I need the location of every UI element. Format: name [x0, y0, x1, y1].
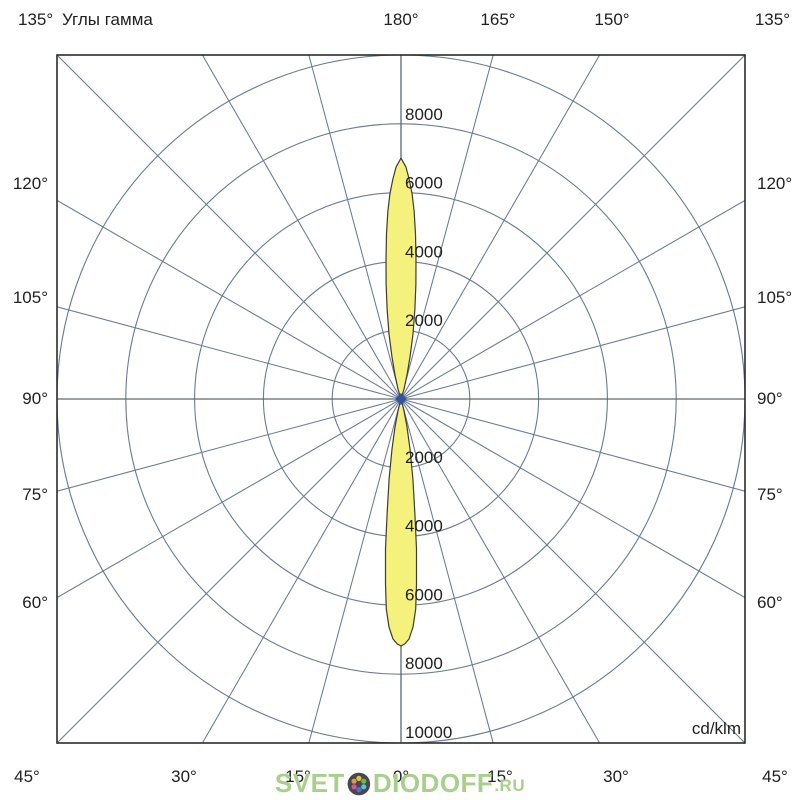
ring-label-down-10000: 10000: [405, 723, 452, 742]
gamma-label-bottom-0: 45°: [14, 767, 40, 786]
ring-label-down-8000: 8000: [405, 654, 443, 673]
ring-label-up-8000: 8000: [405, 105, 443, 124]
grid-ray-60: [400, 199, 745, 400]
led-cluster-logo-icon: [347, 772, 371, 795]
watermark-text-pre: SVET: [274, 768, 345, 798]
unit-label: cd/klm: [692, 719, 741, 738]
gamma-label-top-2: 180°: [383, 10, 418, 29]
ring-label-down-4000: 4000: [405, 517, 443, 536]
gamma-label-bottom-5: 30°: [603, 767, 629, 786]
gamma-label-bottom-3: 0°: [393, 767, 409, 786]
grid-ray-330: [201, 55, 402, 400]
grid-ray-15: [400, 55, 494, 400]
chart-title: Углы гамма: [62, 10, 153, 29]
gamma-label-top-5: 135°: [755, 10, 790, 29]
grid-ray-150: [400, 398, 601, 743]
gamma-label-top-0: 135°: [18, 10, 53, 29]
gamma-label-top-3: 165°: [480, 10, 515, 29]
grid-ray-195: [308, 398, 402, 743]
logo-dot-0: [356, 775, 362, 781]
ring-label-down-2000: 2000: [405, 448, 443, 467]
ring-label-up-2000: 2000: [405, 311, 443, 330]
gamma-label-bottom-1: 30°: [171, 767, 197, 786]
logo-dot-4: [351, 783, 357, 789]
gamma-label-bottom-6: 45°: [762, 767, 788, 786]
gamma-label-right-1: 105°: [757, 288, 792, 307]
grid-ray-300: [57, 199, 402, 400]
gamma-label-left-4: 60°: [22, 593, 48, 612]
grid-ray-345: [308, 55, 402, 400]
grid-ray-165: [400, 398, 494, 743]
grid-ray-75: [400, 306, 745, 400]
grid-ray-255: [57, 398, 402, 492]
watermark-text-post: DIODOFF: [372, 768, 494, 798]
gamma-label-left-1: 105°: [13, 288, 48, 307]
watermark-text-tld: .RU: [494, 776, 526, 795]
grid-ray-105: [400, 398, 745, 492]
gamma-label-bottom-4: 15°: [487, 767, 513, 786]
gamma-label-right-4: 60°: [757, 593, 783, 612]
plot-border: [56, 54, 746, 744]
gamma-label-right-2: 90°: [757, 389, 783, 408]
grid-ray-45: [400, 55, 745, 400]
gamma-label-left-2: 90°: [22, 389, 48, 408]
grid-ray-135: [400, 398, 745, 743]
gamma-label-bottom-2: 15°: [285, 767, 311, 786]
grid-ray-30: [400, 55, 601, 400]
ring-label-up-6000: 6000: [405, 174, 443, 193]
grid-ray-285: [57, 306, 402, 400]
gamma-label-left-0: 120°: [13, 174, 48, 193]
grid-ray-240: [57, 398, 402, 599]
logo-disc: [347, 772, 371, 795]
grid-ray-120: [400, 398, 745, 599]
watermark-svetodiodoff: SVET DIODOFF .RU: [275, 768, 525, 799]
logo-dot-5: [351, 778, 357, 784]
ring-label-up-4000: 4000: [405, 242, 443, 261]
ring-label-down-6000: 6000: [405, 585, 443, 604]
grid-ray-210: [201, 398, 402, 743]
gamma-label-right-3: 75°: [757, 485, 783, 504]
gamma-label-left-3: 75°: [22, 485, 48, 504]
gamma-label-top-4: 150°: [594, 10, 629, 29]
gamma-label-right-0: 120°: [757, 174, 792, 193]
center-marker: [395, 393, 407, 405]
grid-ray-225: [57, 398, 402, 743]
grid-ray-315: [57, 55, 402, 400]
logo-dot-2: [361, 783, 367, 789]
logo-dot-1: [361, 778, 367, 784]
logo-dot-3: [356, 786, 362, 792]
